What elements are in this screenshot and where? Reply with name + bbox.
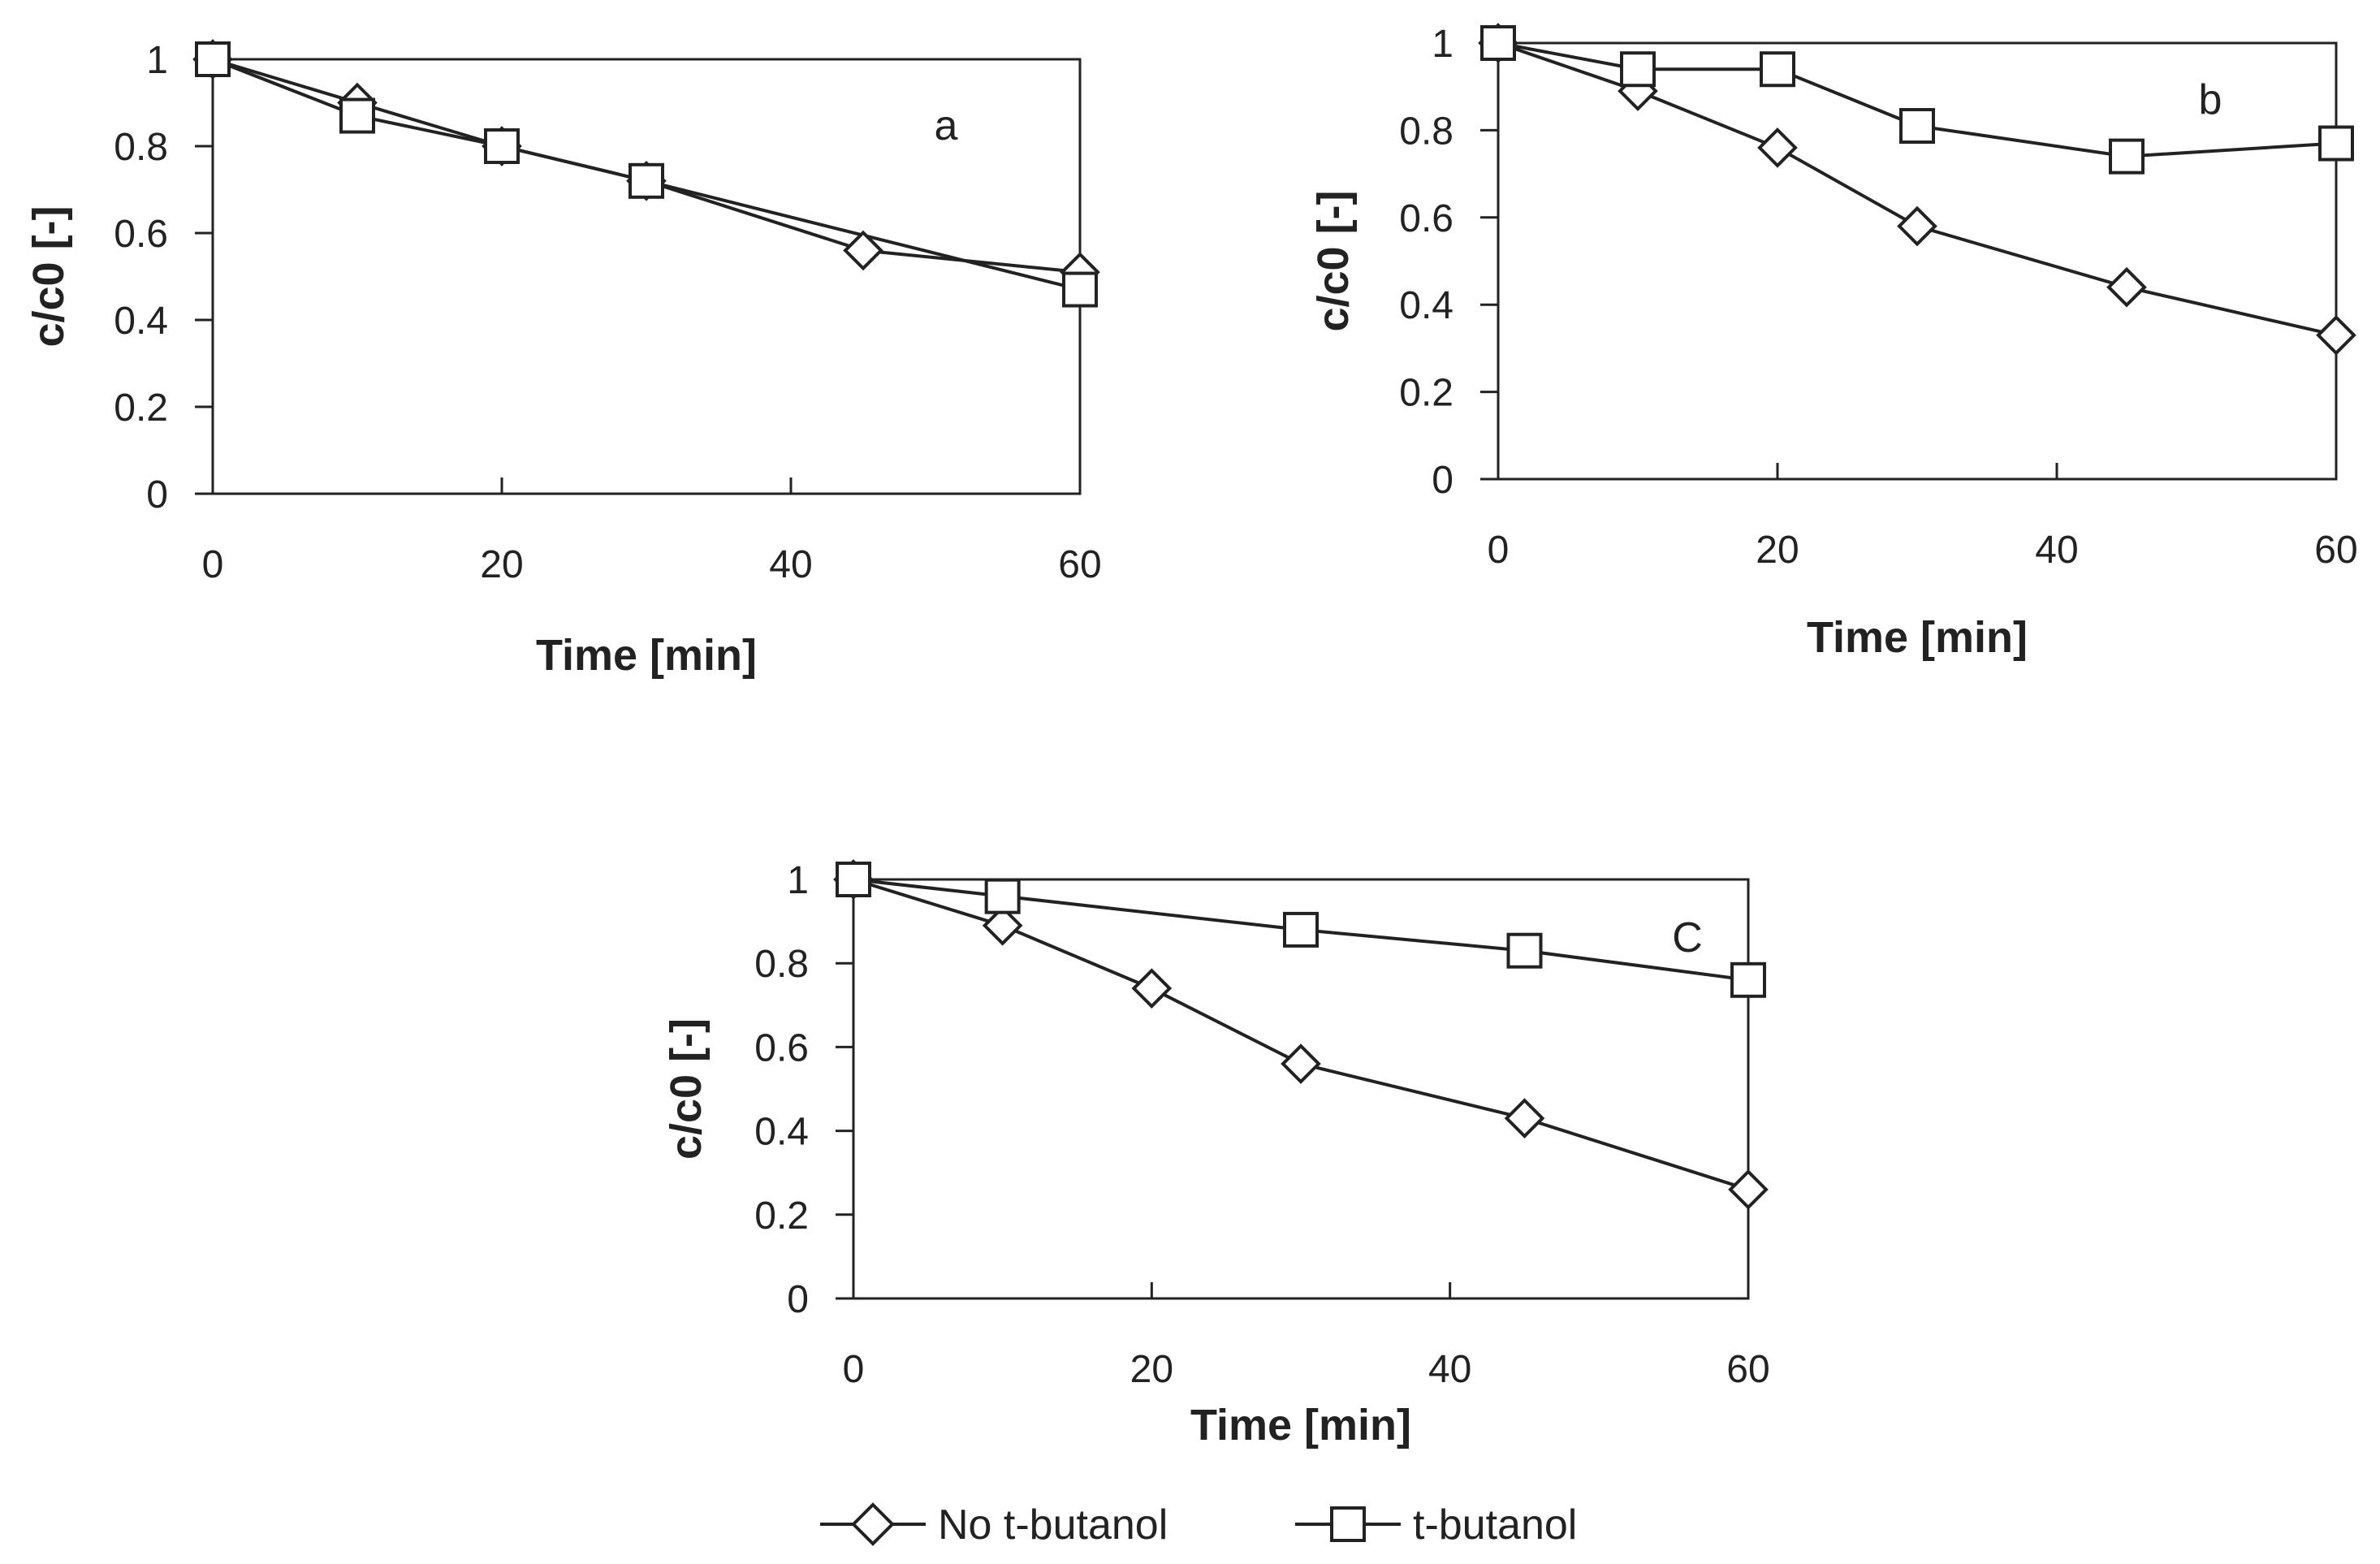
data-point-no-t-butanol <box>1281 1043 1321 1084</box>
x-tick-label: 60 <box>1726 1348 1769 1391</box>
y-tick-label: 0.6 <box>114 213 168 256</box>
plot-frame <box>1497 41 2338 481</box>
x-tick-label: 20 <box>1130 1348 1173 1391</box>
y-axis-title: c/c0 [-] <box>1309 190 1358 331</box>
data-point-no-t-butanol <box>1131 968 1173 1009</box>
x-tick-label: 0 <box>843 1348 865 1391</box>
x-tick-label: 40 <box>1428 1348 1471 1391</box>
y-axis-title: c/c0 [-] <box>662 1018 711 1160</box>
x-tick-label: 20 <box>1756 529 1799 572</box>
data-point-t-butanol <box>1506 932 1543 969</box>
x-axis-title: Time [min] <box>1807 613 2028 662</box>
panel-label: a <box>935 102 958 149</box>
y-tick-label: 0.6 <box>1399 197 1453 240</box>
series-line-no-t-butanol <box>1497 41 2337 337</box>
data-point-no-t-butanol <box>843 230 883 271</box>
data-point-t-butanol <box>1062 271 1098 308</box>
y-tick-label: 0.4 <box>754 1111 809 1154</box>
data-point-t-butanol <box>339 97 375 134</box>
y-tick-label: 0 <box>787 1278 809 1321</box>
y-tick-label: 0.4 <box>1399 284 1453 327</box>
data-point-t-butanol <box>2318 125 2354 162</box>
data-point-t-butanol <box>1899 108 1935 145</box>
y-tick-label: 0.2 <box>1399 372 1453 415</box>
data-point-t-butanol <box>984 878 1021 914</box>
data-point-no-t-butanol <box>2316 314 2356 356</box>
legend-item-no-t-butanol: No t-butanol <box>820 1501 1168 1549</box>
y-axis-title: c/c0 [-] <box>24 205 73 347</box>
data-point-t-butanol <box>1480 25 1516 61</box>
x-tick-label: 60 <box>1058 543 1101 586</box>
data-point-t-butanol <box>1730 961 1766 998</box>
data-point-no-t-butanol <box>982 905 1023 946</box>
legend-label-no-t-butanol: No t-butanol <box>938 1501 1168 1549</box>
chart-panel-a: 0 0.2 0.4 0.6 0.8 1 0 20 40 60 Time [min] c/c0 [-] a <box>24 39 1102 680</box>
y-tick-label: 1 <box>1432 23 1453 66</box>
panel-label: C <box>1672 914 1703 961</box>
y-tick-label: 0.6 <box>754 1026 809 1069</box>
x-tick-label: 40 <box>2035 529 2078 572</box>
legend: No t-butanol t-butanol <box>820 1501 1577 1549</box>
data-point-t-butanol <box>1283 911 1319 948</box>
x-tick-label: 60 <box>2314 529 2357 572</box>
data-point-t-butanol <box>484 128 520 164</box>
data-point-no-t-butanol <box>1504 1098 1545 1138</box>
data-point-no-t-butanol <box>2106 266 2147 308</box>
x-axis-title: Time [min] <box>536 631 757 680</box>
x-tick-label: 0 <box>1488 529 1510 572</box>
data-point-t-butanol <box>1760 51 1795 88</box>
plot-frame <box>852 878 1750 1300</box>
series-line-no-t-butanol <box>853 878 1749 1191</box>
data-point-t-butanol <box>2109 138 2145 175</box>
data-point-t-butanol <box>836 862 871 897</box>
data-point-t-butanol <box>195 41 231 77</box>
y-tick-label: 1 <box>146 39 168 82</box>
chart-panel-c: 0 0.2 0.4 0.6 0.8 1 0 20 40 60 Time [min] c/c0 [-] C <box>662 859 1770 1450</box>
y-tick-label: 0.8 <box>114 126 168 169</box>
series-line-t-butanol <box>1497 41 2337 158</box>
data-point-t-butanol <box>628 162 664 199</box>
data-point-no-t-butanol <box>1897 205 1937 247</box>
chart-panel-b: 0 0.2 0.4 0.6 0.8 1 0 20 40 60 Time [min] c/c0 [-] b <box>1309 23 2358 662</box>
x-tick-label: 40 <box>769 543 812 586</box>
data-point-no-t-butanol <box>1757 127 1798 168</box>
y-tick-label: 0.2 <box>754 1195 809 1238</box>
x-axis-title: Time [min] <box>1190 1401 1411 1450</box>
y-tick-label: 0.2 <box>114 387 168 430</box>
legend-label-t-butanol: t-butanol <box>1413 1501 1577 1549</box>
legend-item-t-butanol: t-butanol <box>1295 1501 1577 1549</box>
y-tick-label: 0.8 <box>754 943 809 986</box>
data-point-t-butanol <box>1620 51 1656 88</box>
legend-marker-diamond-icon <box>851 1502 895 1546</box>
x-tick-label: 20 <box>480 543 523 586</box>
x-tick-label: 0 <box>202 543 224 586</box>
legend-marker-square-icon <box>1330 1506 1366 1542</box>
y-tick-label: 1 <box>787 859 809 902</box>
data-point-no-t-butanol <box>1728 1169 1769 1210</box>
panel-label: b <box>2199 76 2222 123</box>
y-tick-label: 0.8 <box>1399 110 1453 153</box>
y-tick-label: 0.4 <box>114 300 168 343</box>
y-tick-label: 0 <box>146 473 168 516</box>
y-tick-label: 0 <box>1432 459 1453 502</box>
